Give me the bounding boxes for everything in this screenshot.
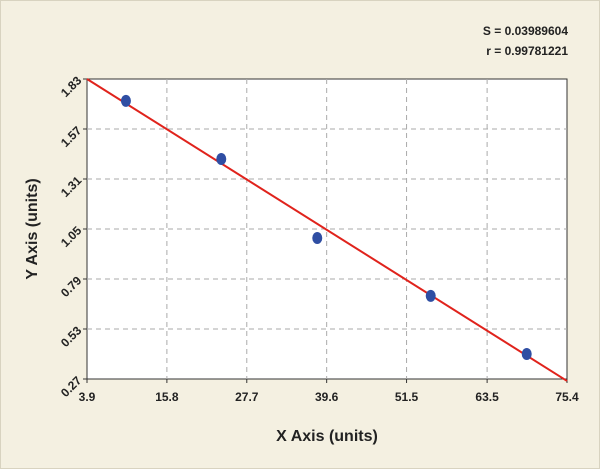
x-tick-label: 51.5 bbox=[395, 390, 419, 404]
y-axis-label: Y Axis (units) bbox=[24, 178, 41, 279]
x-tick-label: 75.4 bbox=[555, 390, 579, 404]
data-point bbox=[521, 348, 532, 360]
x-tick-label: 15.8 bbox=[155, 390, 179, 404]
data-point bbox=[425, 289, 436, 302]
x-tick-label: 39.6 bbox=[315, 390, 339, 404]
annotation: r = 0.99781221 bbox=[486, 44, 568, 58]
data-point bbox=[120, 94, 131, 107]
annotation: S = 0.03989604 bbox=[483, 24, 568, 38]
x-tick-label: 3.9 bbox=[79, 390, 96, 404]
x-axis-label: X Axis (units) bbox=[276, 428, 378, 445]
x-tick-label: 63.5 bbox=[475, 390, 499, 404]
fit-line bbox=[86, 78, 568, 382]
data-point bbox=[312, 232, 323, 245]
data-point bbox=[216, 153, 227, 165]
x-tick-label: 27.7 bbox=[235, 390, 259, 404]
